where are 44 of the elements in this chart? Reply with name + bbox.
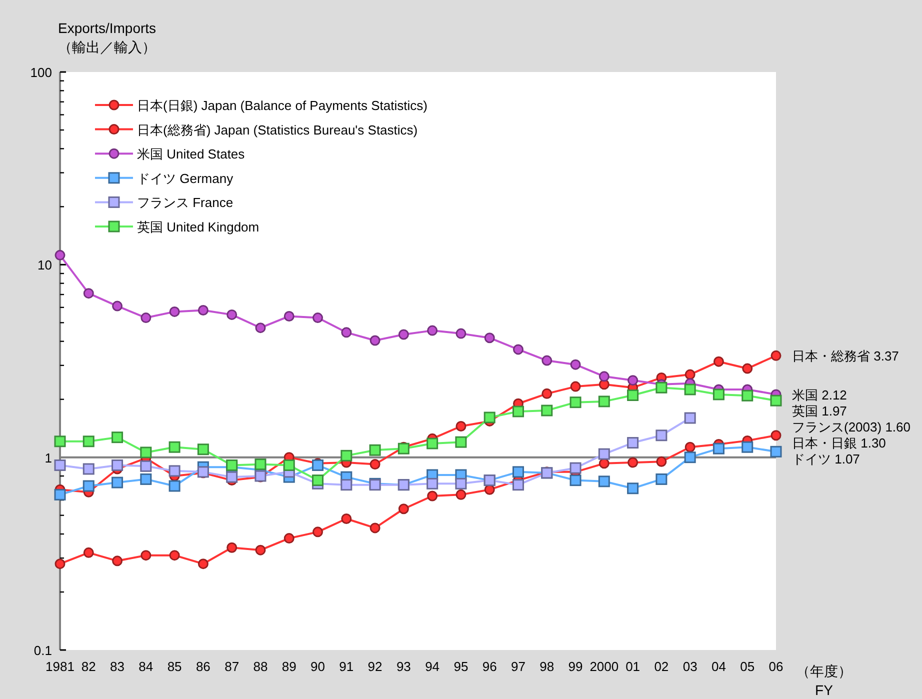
x-tick-label: 82 <box>81 659 96 674</box>
x-tick-label: 89 <box>282 659 296 674</box>
y-tick-label: 100 <box>30 65 52 80</box>
legend-label: 日本(日銀) Japan (Balance of Payments Statistics) <box>137 98 428 113</box>
annotation: 日本・総務省 3.37 <box>792 348 899 364</box>
x-tick-label: 2000 <box>590 659 619 674</box>
x-tick-label: 88 <box>253 659 268 674</box>
x-tick-label: 01 <box>626 659 640 674</box>
legend-label: 英国 United Kingdom <box>137 220 260 234</box>
x-tick-label: 90 <box>310 659 325 674</box>
x-tick-label: 84 <box>138 659 154 674</box>
y-tick-label: 10 <box>38 258 52 273</box>
annotation: 米国 2.12 <box>792 387 847 402</box>
x-tick-label: 93 <box>396 659 411 674</box>
x-tick-label: 02 <box>654 659 669 674</box>
x-tick-label: 86 <box>196 659 210 674</box>
legend-label: フランス France <box>137 195 234 210</box>
annotation: 日本・日銀 1.30 <box>792 435 886 450</box>
text: フランス(2003) 1.60 <box>792 419 910 434</box>
x-tick-label: 87 <box>224 659 240 674</box>
x-tick-label: 03 <box>682 659 698 674</box>
y-tick-label: 0.1 <box>34 643 52 658</box>
x-tick-label: 83 <box>110 659 125 674</box>
legend-label: ドイツ Germany <box>137 170 234 186</box>
x-tick-label: 06 <box>768 659 784 674</box>
x-tick-label: 91 <box>339 659 354 674</box>
x-tick-label: 95 <box>454 659 468 674</box>
x-tick-label: 85 <box>167 659 182 674</box>
annotation: 英国 1.97 <box>792 403 847 418</box>
legend-label: 米国 United States <box>137 146 246 162</box>
x-tick-label: 04 <box>711 659 726 674</box>
x-axis-title: （年度） FY <box>795 662 853 699</box>
legend-label: 日本(総務省) Japan (Statistics Bureau's Stastics) <box>137 122 418 138</box>
x-tick-label: 98 <box>540 659 554 674</box>
x-tick-label: 97 <box>511 659 526 674</box>
y-axis-title: Exports/Imports （輸出／輸入） <box>58 19 158 57</box>
x-tick-label: 96 <box>482 659 497 674</box>
x-tick-label: 99 <box>568 659 583 674</box>
x-tick-label: 92 <box>368 659 382 674</box>
x-tick-label: 94 <box>425 659 440 674</box>
x-tick-label: 1981 <box>46 659 74 674</box>
y-tick-label: 1 <box>44 450 52 466</box>
annotation: ドイツ 1.07 <box>792 451 860 466</box>
x-tick-label: 05 <box>740 659 755 674</box>
